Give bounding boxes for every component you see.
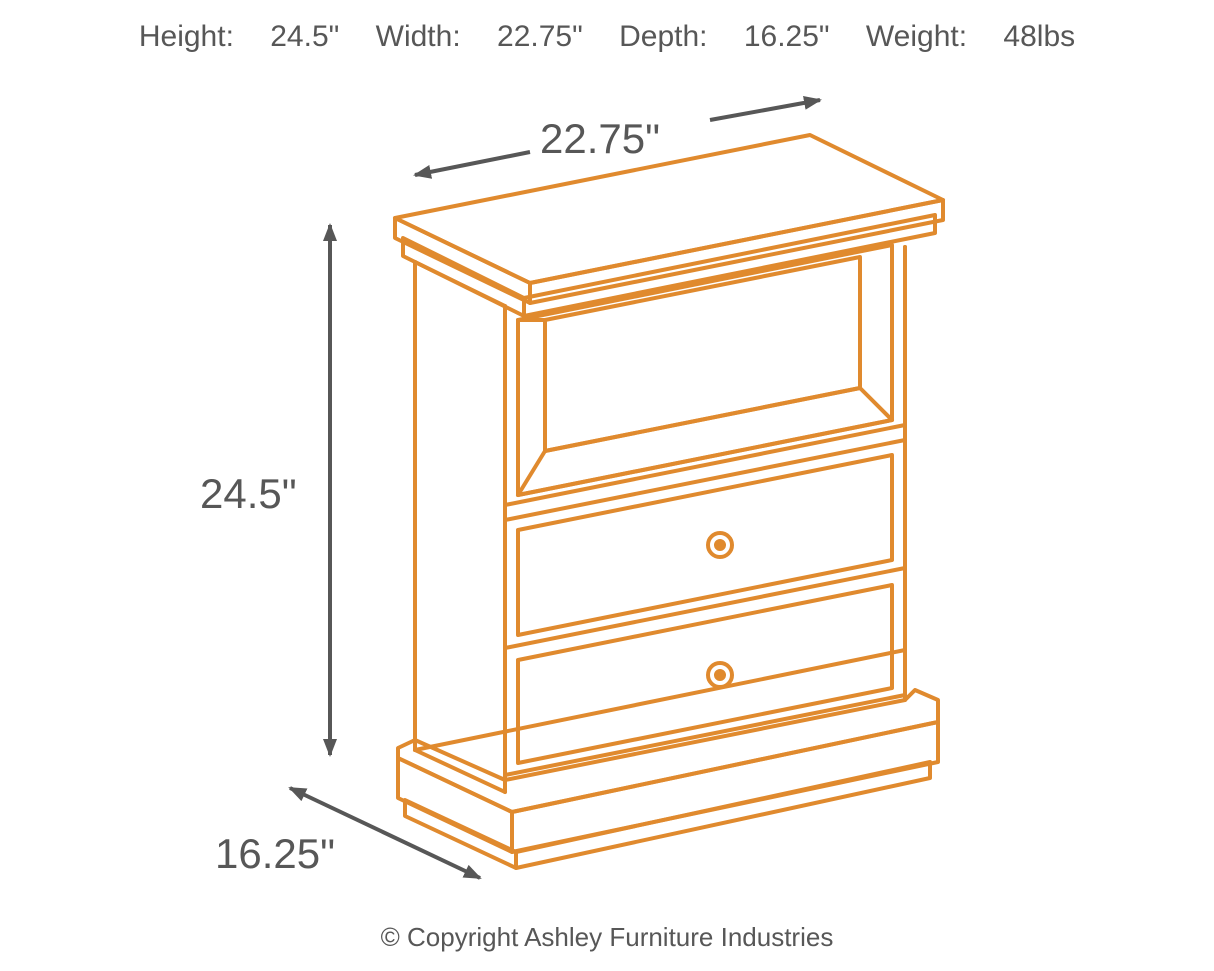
depth-dim-label: 16.25" xyxy=(215,830,335,878)
copyright-text: © Copyright Ashley Furniture Industries xyxy=(0,922,1214,953)
width-arrow-right xyxy=(710,100,820,120)
width-dim-label: 22.75" xyxy=(540,115,660,163)
height-dim-label: 24.5" xyxy=(200,470,297,518)
furniture-drawing xyxy=(395,135,943,868)
width-arrow-left xyxy=(415,152,530,175)
